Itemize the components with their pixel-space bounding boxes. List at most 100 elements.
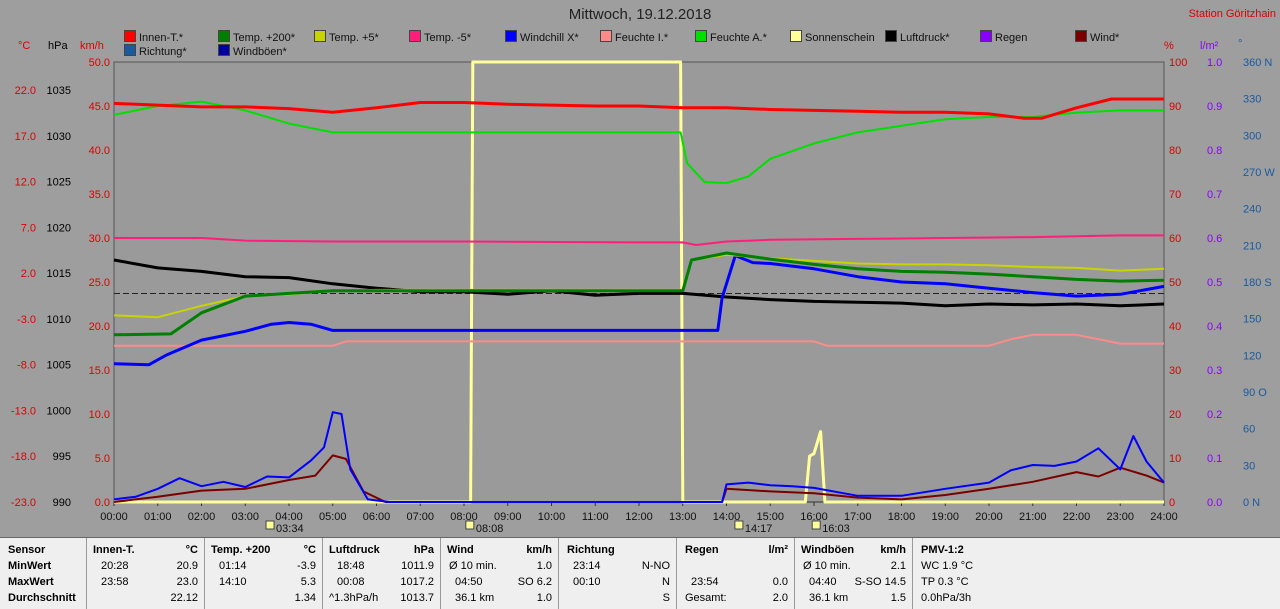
stats-col-boeen: Windböen km/h Ø 10 min. 2.1 04:40 S-SO 1… [795,538,913,609]
kmh-tick-label: 10.0 [89,409,110,421]
legend-item: Feuchte I.* [600,30,668,44]
hpa-tick-label: 1025 [47,177,71,189]
kmh-tick-label: 30.0 [89,233,110,245]
stats-col-richtung: Richtung 23:14 N-NO 00:10 N S [559,538,677,609]
legend-item: Feuchte A.* [695,30,767,44]
percent-tick-label: 10 [1169,453,1181,465]
luftdruck-unit: hPa [413,544,434,556]
regen-max-time: 23:54 [691,576,719,588]
legend-label: Sonnenschein [805,32,875,44]
statistics-table: Sensor MinWert MaxWert Durchschnitt Inne… [0,537,1280,609]
luftdruck-max-time: 00:08 [337,576,365,588]
kmh-tick-label: 40.0 [89,145,110,157]
x-tick-label: 13:00 [669,511,697,523]
legend-item: Temp. -5* [409,30,471,44]
percent-tick-label: 0 [1169,497,1175,509]
legend-label: Feuchte I.* [615,32,669,44]
hpa-tick-label: 990 [53,497,71,509]
hpa-tick-label: 1020 [47,222,71,234]
x-tick-label: 07:00 [406,511,434,523]
x-tick-label: 06:00 [363,511,391,523]
innen-max-value: 23.0 [176,576,198,588]
plot-area [113,61,1165,503]
stats-col-luftdruck: Luftdruck hPa 18:48 1011.9 00:08 1017.2 … [323,538,441,609]
x-tick-label: 23:00 [1106,511,1134,523]
direction-tick-label: 180 S [1243,277,1272,289]
direction-tick-label: 150 [1243,314,1261,326]
kmh-tick-label: 5.0 [95,453,110,465]
kmh-tick-label: 0.0 [95,497,110,509]
sun-marker [734,520,744,530]
temp-avg-value: 1.34 [294,592,316,604]
legend-swatch [600,30,612,42]
regen-max-value: 0.0 [772,576,788,588]
richtung-r2-value: N [662,576,670,588]
x-tick-label: 05:00 [319,511,347,523]
hpa-tick-label: 995 [53,451,71,463]
series-line [114,234,1164,246]
legend-item: Sonnenschein [790,30,875,44]
wind-max-time: 04:50 [455,576,483,588]
wind-avg-value: 1.0 [536,592,552,604]
rain-tick-label: 0.3 [1207,365,1222,377]
hpa-tick-label: 1005 [47,360,71,372]
richtung-avg-value: S [662,592,670,604]
legend-swatch [124,30,136,42]
durchschnitt-label: Durchschnitt [8,592,76,604]
pmv-header: PMV-1:2 [921,544,964,556]
legend-item: Temp. +200* [218,30,295,44]
x-tick-label: 20:00 [975,511,1003,523]
richtung-r1-value: N-NO [641,560,670,572]
sun-marker-label: 03:34 [276,523,304,535]
x-tick-label: 17:00 [844,511,872,523]
regen-total-value: 2.0 [772,592,788,604]
celsius-tick-label: 22.0 [15,85,36,97]
percent-tick-label: 40 [1169,321,1181,333]
wind-avg10-label: Ø 10 min. [449,560,497,572]
richtung-header: Richtung [567,544,615,556]
percent-tick-label: 70 [1169,189,1181,201]
innen-min-time: 20:28 [101,560,129,572]
percent-tick-label: 90 [1169,101,1181,113]
boeen-distance: 36.1 km [809,592,849,604]
x-tick-label: 04:00 [275,511,303,523]
direction-tick-label: 210 [1243,240,1261,252]
temp-max-time: 14:10 [219,576,247,588]
x-tick-label: 08:00 [450,511,478,523]
celsius-tick-label: -13.0 [11,405,36,417]
series-line [113,251,1165,337]
boeen-header: Windböen [801,544,855,556]
rain-tick-label: 0.7 [1207,189,1222,201]
innen-header: Innen-T. [93,544,135,556]
legend-swatch [1075,30,1087,42]
x-tick-label: 12:00 [625,511,653,523]
wind-header: Wind [447,544,474,556]
regen-unit: l/m² [768,544,788,556]
boeen-max-value: S-SO 14.5 [854,576,906,588]
x-tick-label: 10:00 [538,511,566,523]
sun-marker [265,520,275,530]
legend-label: Feuchte A.* [710,32,767,44]
legend-label: Temp. +200* [233,32,296,44]
temp-min-value: -3.9 [297,560,316,572]
direction-tick-label: 120 [1243,350,1261,362]
direction-tick-label: 60 [1243,424,1255,436]
celsius-tick-label: -18.0 [11,451,36,463]
direction-tick-label: 30 [1243,460,1255,472]
x-tick-label: 22:00 [1063,511,1091,523]
celsius-tick-label: 2.0 [21,268,36,280]
percent-tick-label: 60 [1169,233,1181,245]
direction-tick-label: 90 O [1243,387,1267,399]
weather-chart: 00:00 01:00 02:00 03:00 04:00 05:00 06:00 07:00… [11,6,1276,535]
rain-tick-label: 0.6 [1207,233,1222,245]
legend-label: Wind* [1090,32,1120,44]
richtung-r1-time: 23:14 [573,560,601,572]
percent-tick-label: 20 [1169,409,1181,421]
x-tick-label: 03:00 [231,511,259,523]
temp-min-time: 01:14 [219,560,247,572]
x-tick-label: 19:00 [931,511,959,523]
series-line [113,411,1165,503]
legend-swatch [885,30,897,42]
rain-tick-label: 1.0 [1207,57,1222,69]
wind-distance: 36.1 km [455,592,495,604]
